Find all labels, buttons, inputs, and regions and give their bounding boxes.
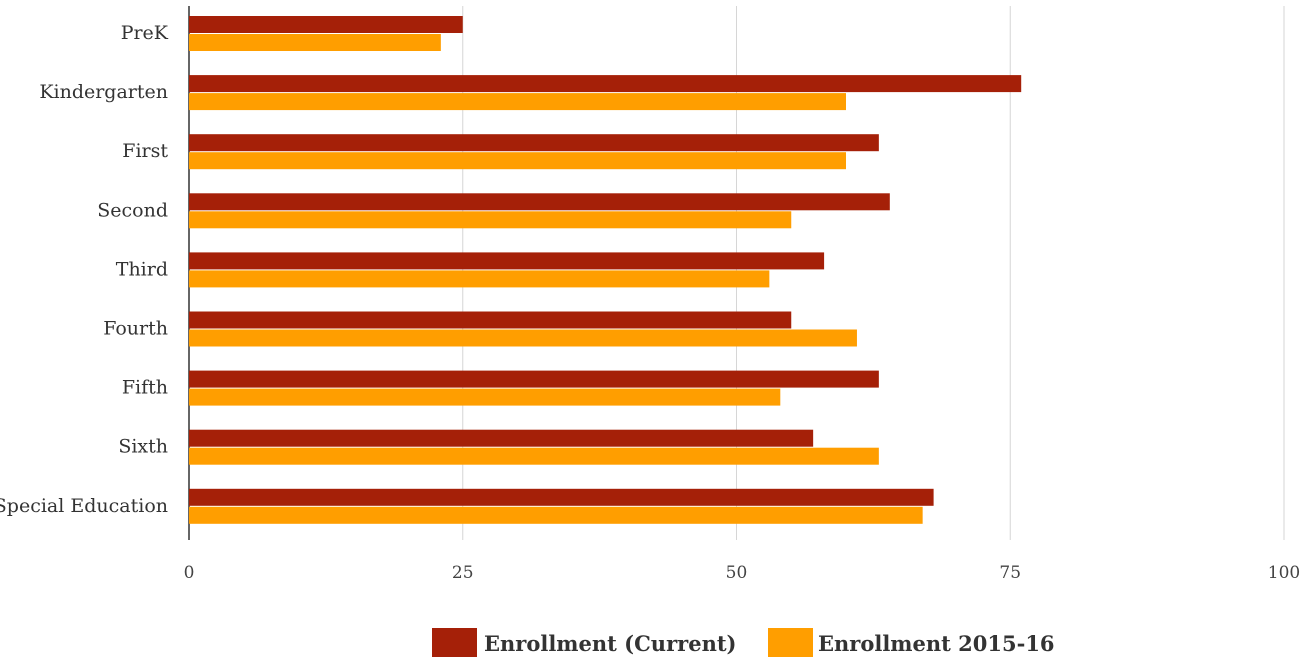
bar-kindergarten-series-2 (189, 93, 846, 111)
bar-third-series-1 (189, 252, 825, 270)
category-labels: PreK Kindergarten First Second Third Fourth Fi… (0, 22, 169, 517)
bar-prek-series-1 (189, 16, 463, 33)
bar-fifth-series-2 (189, 388, 781, 406)
bar-first-series-2 (189, 152, 846, 170)
legend-label-2: Enrollment 2015-16 (818, 631, 1055, 656)
bar-special-education-series-1 (189, 488, 934, 506)
bar-kindergarten-series-1 (189, 75, 1022, 93)
category-label: Third (116, 258, 168, 280)
x-tick-100: 100 (1268, 563, 1300, 583)
category-label: Kindergarten (39, 81, 168, 103)
category-label: Sixth (118, 436, 168, 458)
bar-third-series-2 (189, 270, 770, 288)
category-label: First (122, 140, 168, 162)
legend-label-1: Enrollment (Current) (484, 631, 736, 656)
category-label: Fourth (103, 318, 168, 340)
x-tick-50: 50 (726, 563, 748, 583)
category-label: PreK (121, 22, 169, 44)
x-tick-25: 25 (452, 563, 474, 583)
legend-swatch-1 (432, 628, 477, 657)
bars (189, 16, 1022, 524)
category-label: Special Education (0, 495, 168, 517)
bar-special-education-series-2 (189, 506, 923, 524)
bar-second-series-2 (189, 211, 792, 229)
bar-sixth-series-1 (189, 429, 814, 447)
bar-second-series-1 (189, 193, 890, 211)
bar-prek-series-2 (189, 34, 441, 51)
x-tick-labels: 0 25 50 75 100 (184, 563, 1301, 583)
x-tick-0: 0 (184, 563, 195, 583)
bar-fourth-series-1 (189, 311, 792, 329)
x-tick-75: 75 (999, 563, 1021, 583)
bar-first-series-1 (189, 134, 879, 152)
legend: Enrollment (Current) Enrollment 2015-16 (432, 628, 1055, 657)
bar-fifth-series-1 (189, 370, 879, 388)
category-label: Fifth (122, 377, 168, 399)
bar-fourth-series-2 (189, 329, 857, 347)
bar-sixth-series-2 (189, 447, 879, 465)
legend-swatch-2 (768, 628, 813, 657)
category-label: Second (97, 199, 168, 221)
